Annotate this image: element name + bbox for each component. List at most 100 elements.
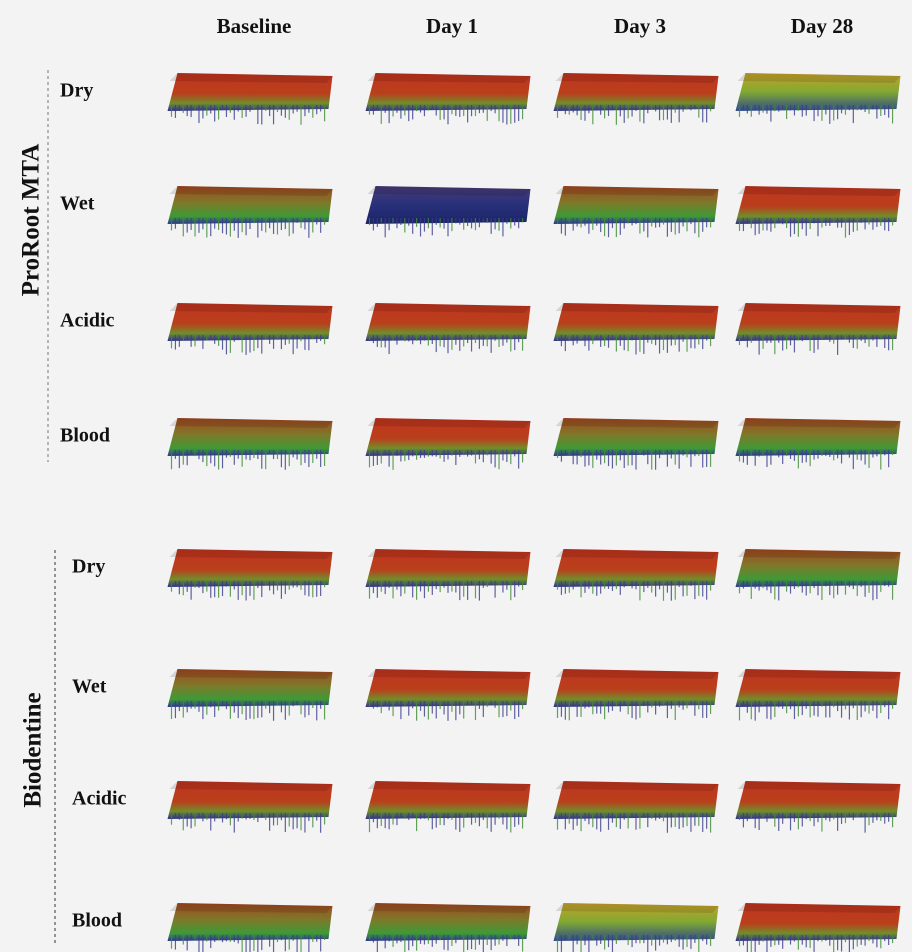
surface-body bbox=[735, 73, 901, 111]
surface-top bbox=[737, 549, 901, 559]
surface-body bbox=[365, 669, 531, 707]
surface-top bbox=[169, 903, 333, 913]
surface-top bbox=[555, 549, 719, 559]
surface-top bbox=[555, 418, 719, 428]
surface-body bbox=[735, 186, 901, 224]
surface-top bbox=[169, 549, 333, 559]
surface-plot bbox=[735, 303, 901, 355]
surface-top bbox=[169, 186, 333, 196]
surface-body bbox=[167, 781, 333, 819]
surface-body bbox=[365, 903, 531, 941]
surface-body bbox=[365, 186, 531, 224]
row-label: Blood bbox=[60, 425, 110, 447]
surface-top bbox=[169, 669, 333, 679]
surface-body bbox=[167, 669, 333, 707]
surface-body bbox=[735, 903, 901, 941]
surface-plot bbox=[553, 669, 719, 721]
surface-plot bbox=[365, 669, 531, 721]
surface-top bbox=[737, 903, 901, 913]
surface-top bbox=[367, 186, 531, 196]
surface-plot bbox=[553, 549, 719, 601]
surface-plot bbox=[553, 73, 719, 125]
column-header: Day 3 bbox=[614, 14, 666, 38]
surface-body bbox=[553, 73, 719, 111]
surface-body bbox=[167, 549, 333, 587]
surface-plot bbox=[735, 781, 901, 833]
surface-top bbox=[555, 781, 719, 791]
surface-body bbox=[167, 903, 333, 941]
surface-top bbox=[169, 303, 333, 313]
surface-body bbox=[553, 303, 719, 341]
surface-body bbox=[553, 903, 719, 941]
surface-top bbox=[367, 418, 531, 428]
surface-plot bbox=[365, 549, 531, 601]
surface-body bbox=[167, 418, 333, 456]
surface-top bbox=[169, 781, 333, 791]
surface-body bbox=[365, 303, 531, 341]
column-header: Day 28 bbox=[791, 14, 853, 38]
surface-body bbox=[735, 418, 901, 456]
surface-body bbox=[167, 73, 333, 111]
surface-top bbox=[555, 903, 719, 913]
surface-plot bbox=[365, 303, 531, 355]
surface-plot bbox=[167, 669, 333, 721]
surface-plot bbox=[365, 418, 531, 470]
surface-plot bbox=[167, 186, 333, 238]
surface-plot bbox=[167, 418, 333, 470]
surface-body bbox=[553, 669, 719, 707]
row-label: Blood bbox=[72, 910, 122, 932]
surface-top bbox=[367, 903, 531, 913]
surface-top bbox=[555, 186, 719, 196]
surface-plot bbox=[365, 781, 531, 833]
surface-body bbox=[365, 549, 531, 587]
surface-body bbox=[553, 549, 719, 587]
surface-plot bbox=[167, 73, 333, 125]
surface-plot bbox=[553, 418, 719, 470]
surface-top bbox=[737, 186, 901, 196]
surface-top bbox=[169, 418, 333, 428]
surface-top bbox=[737, 418, 901, 428]
group-label: Biodentine bbox=[20, 692, 47, 807]
surface-top bbox=[737, 669, 901, 679]
row-label: Acidic bbox=[60, 310, 115, 332]
surface-top bbox=[367, 303, 531, 313]
surface-plot bbox=[167, 303, 333, 355]
row-label: Acidic bbox=[72, 788, 127, 810]
surface-body bbox=[735, 303, 901, 341]
surface-top bbox=[555, 73, 719, 83]
surface-plot bbox=[735, 418, 901, 470]
surface-plot bbox=[167, 903, 333, 952]
surface-top bbox=[367, 549, 531, 559]
row-label: Dry bbox=[60, 80, 93, 102]
surface-body bbox=[167, 186, 333, 224]
surface-top bbox=[737, 781, 901, 791]
surface-plot bbox=[553, 781, 719, 833]
surface-body bbox=[735, 781, 901, 819]
surface-body bbox=[553, 418, 719, 456]
surface-body bbox=[735, 549, 901, 587]
row-label: Wet bbox=[60, 193, 95, 215]
surface-body bbox=[553, 186, 719, 224]
surface-plot bbox=[735, 549, 901, 601]
surface-top bbox=[169, 73, 333, 83]
surface-plot bbox=[167, 781, 333, 833]
surface-top bbox=[737, 303, 901, 313]
surface-plot bbox=[553, 903, 719, 952]
surface-top bbox=[367, 781, 531, 791]
surface-body bbox=[365, 418, 531, 456]
column-header: Baseline bbox=[217, 14, 292, 38]
surface-top bbox=[555, 669, 719, 679]
surface-plot bbox=[735, 73, 901, 124]
surface-plot bbox=[553, 186, 719, 238]
surface-plot bbox=[735, 186, 901, 238]
row-label: Dry bbox=[72, 556, 105, 578]
surface-body bbox=[167, 303, 333, 341]
group-label: ProRoot MTA bbox=[18, 144, 45, 297]
surface-top bbox=[367, 669, 531, 679]
surface-plot bbox=[365, 186, 531, 238]
surface-body bbox=[553, 781, 719, 819]
surface-top bbox=[737, 73, 901, 83]
row-label: Wet bbox=[72, 676, 107, 698]
surface-plot bbox=[365, 73, 531, 125]
surface-plot bbox=[365, 903, 531, 952]
